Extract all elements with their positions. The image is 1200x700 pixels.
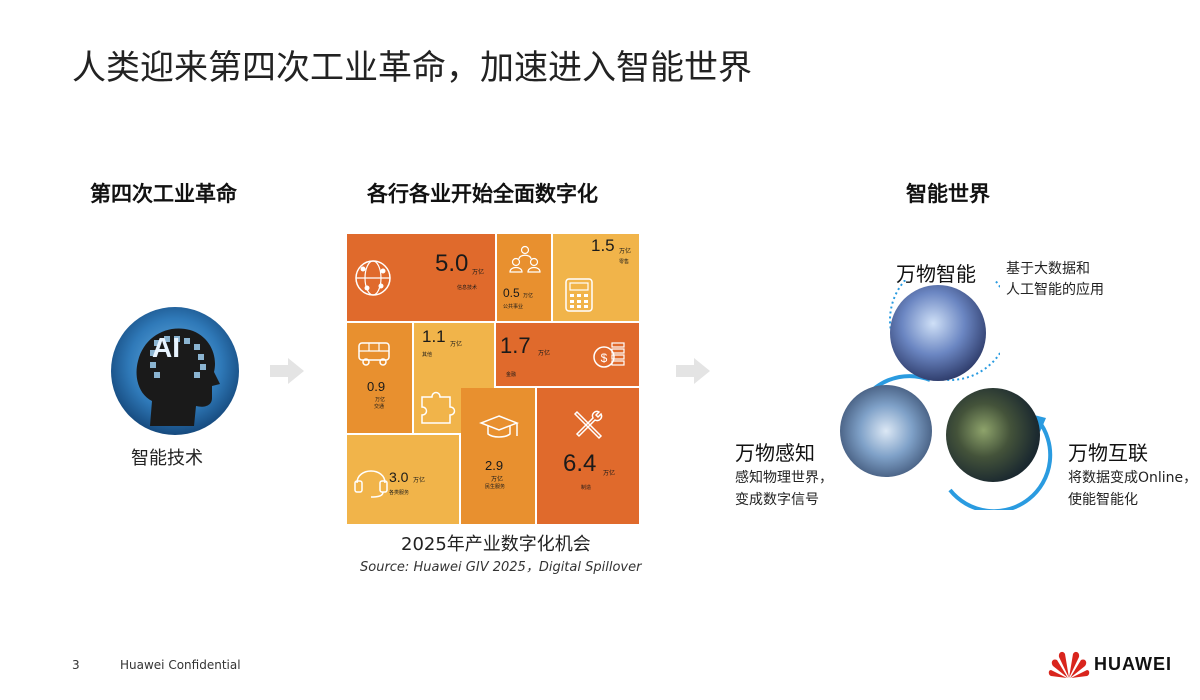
middle-caption: 2025年产业数字化机会 <box>401 534 591 555</box>
tile-label: 其他 <box>422 352 433 358</box>
node-desc-right-2: 使能智能化 <box>1068 492 1138 508</box>
left-caption: 智能技术 <box>131 448 203 469</box>
calculator-icon <box>565 278 593 312</box>
network-globe-icon <box>355 260 391 296</box>
tile-unit: 万亿 <box>491 476 504 483</box>
puzzle-icon <box>421 391 456 424</box>
node-desc-left-2: 变成数字信号 <box>735 492 819 508</box>
tile-label: 各类服务 <box>389 490 410 496</box>
tile-label: 公共事业 <box>503 304 524 310</box>
headset-icon <box>354 470 388 498</box>
tile-public: 0.5 万亿 公共事业 <box>497 234 551 321</box>
bus-icon <box>358 342 390 366</box>
middle-heading: 各行各业开始全面数字化 <box>367 182 598 206</box>
node-title-top: 万物智能 <box>896 262 976 286</box>
tile-value: 0.9 <box>367 379 386 394</box>
tile-value: 0.5 <box>503 286 520 300</box>
left-heading: 第四次工业革命 <box>90 182 237 206</box>
tile-value: 5.0 <box>435 250 469 277</box>
tile-unit: 万亿 <box>603 470 616 477</box>
svg-text:$: $ <box>601 351 608 365</box>
node-desc-top-2: 人工智能的应用 <box>1006 282 1104 298</box>
tile-unit: 万亿 <box>413 477 426 484</box>
perception-image <box>840 385 932 477</box>
tile-unit: 万亿 <box>523 293 534 299</box>
tile-value: 1.7 <box>500 333 531 358</box>
tile-value: 2.9 <box>485 458 504 473</box>
tile-value: 3.0 <box>389 469 409 485</box>
ai-badge: AI <box>152 332 180 363</box>
tile-manufacturing: 6.4 万亿 制造 <box>537 388 639 524</box>
node-title-left: 万物感知 <box>735 441 815 465</box>
tile-label: 零售 <box>619 259 630 265</box>
brand-name: HUAWEI <box>1094 654 1172 674</box>
tile-label: 金融 <box>506 372 517 378</box>
smart-world-image <box>890 285 986 381</box>
tile-value: 6.4 <box>563 450 597 477</box>
tile-transport: 0.9 万亿 交通 <box>347 323 412 433</box>
people-group-icon <box>509 245 541 273</box>
source-note: Source: Huawei GIV 2025，Digital Spillove… <box>360 560 642 575</box>
tile-label: 民生服务 <box>485 484 506 490</box>
tile-unit: 万亿 <box>619 248 632 255</box>
tile-livelihood: 2.9 万亿 民生服务 <box>461 388 535 524</box>
node-desc-left-1: 感知物理世界， <box>735 470 833 486</box>
tile-label: 制造 <box>581 485 592 491</box>
tile-services: 3.0 万亿 各类服务 <box>347 435 459 524</box>
tile-retail: 1.5 万亿 零售 <box>553 234 639 321</box>
page-number: 3 <box>72 658 80 672</box>
tile-unit: 万亿 <box>538 350 551 357</box>
tile-label: 交通 <box>374 404 385 410</box>
tile-unit: 万亿 <box>472 269 485 276</box>
tile-unit: 万亿 <box>450 341 463 348</box>
tools-icon <box>573 410 603 440</box>
node-desc-right-1: 将数据变成Online， <box>1068 470 1198 486</box>
confidential-note: Huawei Confidential <box>120 658 241 672</box>
tile-unit: 万亿 <box>375 397 386 403</box>
industry-treemap: 5.0 万亿 信息技术 0.5 万亿 公共事业 1.5 万亿 零售 <box>347 234 639 524</box>
tile-value: 1.5 <box>591 236 615 255</box>
ai-head-image: AI <box>110 306 240 436</box>
graduation-cap-icon <box>479 415 519 438</box>
node-title-right: 万物互联 <box>1068 441 1148 465</box>
arrow-right-icon <box>270 358 304 384</box>
earth-image <box>946 388 1040 482</box>
arrow-right-icon <box>676 358 710 384</box>
huawei-logo-icon <box>1048 651 1090 678</box>
tile-label: 信息技术 <box>457 285 478 291</box>
page-title: 人类迎来第四次工业革命，加速进入智能世界 <box>72 48 752 88</box>
tile-value: 1.1 <box>422 327 446 346</box>
tile-it: 5.0 万亿 信息技术 <box>347 234 495 321</box>
coins-icon: $ <box>593 342 625 368</box>
node-desc-top-1: 基于大数据和 <box>1006 261 1090 277</box>
right-heading: 智能世界 <box>906 182 990 206</box>
tile-other: 1.1 万亿 其他 <box>414 323 494 433</box>
tile-finance: 1.7 万亿 金融 $ <box>496 323 639 386</box>
